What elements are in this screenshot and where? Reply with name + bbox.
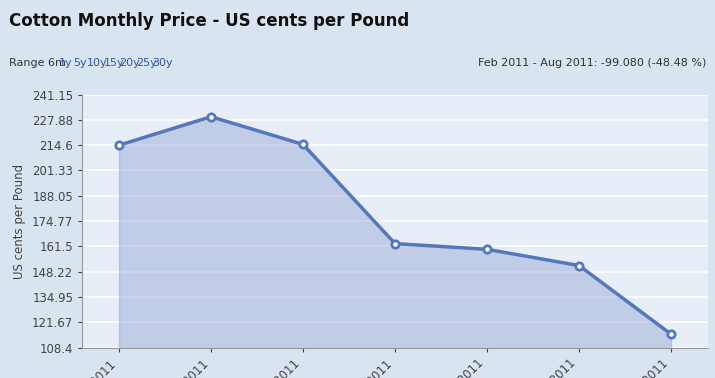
Point bbox=[573, 262, 585, 268]
Text: Range 6m: Range 6m bbox=[9, 58, 72, 68]
Point bbox=[389, 240, 400, 246]
Text: 5y: 5y bbox=[73, 58, 87, 68]
Text: 20y: 20y bbox=[119, 58, 140, 68]
Text: 25y: 25y bbox=[136, 58, 157, 68]
Y-axis label: US cents per Pound: US cents per Pound bbox=[14, 164, 26, 279]
Point bbox=[297, 141, 309, 147]
Point bbox=[205, 114, 217, 120]
Point bbox=[666, 331, 677, 337]
Text: Cotton Monthly Price - US cents per Pound: Cotton Monthly Price - US cents per Poun… bbox=[9, 12, 409, 31]
Text: Feb 2011 - Aug 2011: -99.080 (-48.48 %): Feb 2011 - Aug 2011: -99.080 (-48.48 %) bbox=[478, 58, 706, 68]
Text: 10y: 10y bbox=[87, 58, 108, 68]
Text: 15y: 15y bbox=[104, 58, 124, 68]
Text: 30y: 30y bbox=[152, 58, 173, 68]
Point bbox=[113, 142, 124, 148]
Text: 1y: 1y bbox=[59, 58, 72, 68]
Point bbox=[481, 246, 493, 253]
